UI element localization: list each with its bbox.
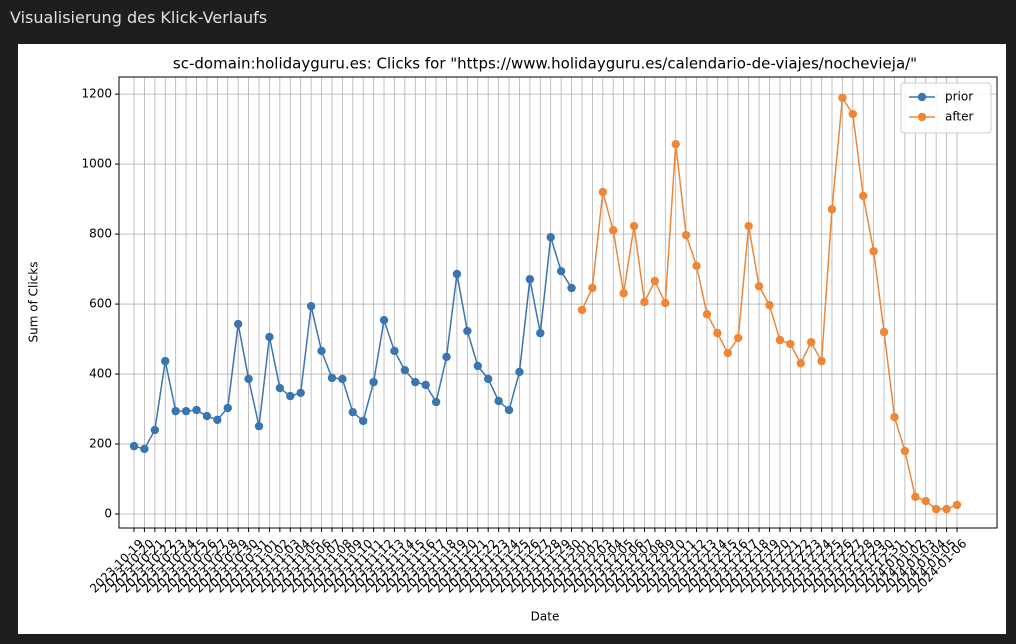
data-point bbox=[577, 305, 587, 315]
chart-title: sc-domain:holidayguru.es: Clicks for "ht… bbox=[173, 55, 917, 73]
data-point bbox=[921, 496, 930, 506]
data-point bbox=[348, 407, 357, 417]
data-point bbox=[202, 411, 212, 421]
data-point bbox=[515, 367, 524, 377]
data-point bbox=[546, 233, 555, 242]
y-tick-label: 200 bbox=[89, 437, 112, 451]
data-point bbox=[848, 109, 858, 119]
data-point bbox=[942, 504, 951, 514]
plot-frame bbox=[118, 76, 998, 529]
data-point bbox=[296, 388, 305, 398]
legend-label: after bbox=[945, 110, 973, 124]
data-point bbox=[734, 333, 743, 343]
data-point bbox=[765, 300, 774, 310]
data-point bbox=[338, 374, 347, 384]
data-point bbox=[609, 226, 618, 235]
data-point bbox=[931, 504, 941, 514]
data-point bbox=[431, 397, 441, 407]
data-point bbox=[233, 319, 243, 329]
data-point bbox=[525, 275, 535, 284]
data-point bbox=[702, 310, 712, 319]
data-point bbox=[317, 346, 326, 356]
data-point bbox=[171, 406, 180, 416]
y-tick-label: 800 bbox=[89, 227, 112, 241]
data-point bbox=[306, 301, 316, 311]
legend-label: prior bbox=[945, 90, 973, 104]
data-point bbox=[744, 221, 753, 231]
data-point bbox=[879, 327, 889, 337]
data-point bbox=[327, 373, 337, 383]
panel: sc-domain:holidayguru.es: Clicks for "ht… bbox=[18, 44, 1006, 634]
y-tick-label: 1000 bbox=[81, 157, 112, 171]
data-point bbox=[379, 315, 389, 325]
data-point bbox=[869, 247, 878, 256]
data-point bbox=[556, 266, 566, 276]
data-point bbox=[911, 492, 920, 502]
data-point bbox=[223, 403, 232, 413]
data-point bbox=[358, 416, 368, 426]
data-point bbox=[619, 289, 628, 298]
data-point bbox=[369, 377, 378, 387]
data-point bbox=[661, 298, 670, 308]
chart: sc-domain:holidayguru.es: Clicks for "ht… bbox=[27, 55, 998, 624]
data-point bbox=[567, 283, 576, 293]
data-point bbox=[692, 261, 701, 271]
data-point bbox=[411, 377, 420, 387]
legend-marker bbox=[917, 112, 927, 122]
data-point bbox=[244, 374, 253, 384]
data-point bbox=[254, 421, 264, 431]
data-point bbox=[452, 269, 462, 279]
data-point bbox=[775, 335, 785, 345]
data-point bbox=[640, 297, 649, 307]
data-point bbox=[629, 221, 639, 231]
data-point bbox=[806, 338, 816, 347]
window-title: Visualisierung des Klick-Verlaufs bbox=[10, 8, 268, 27]
data-point bbox=[900, 446, 910, 456]
data-point bbox=[421, 380, 430, 390]
data-point bbox=[650, 276, 660, 286]
data-point bbox=[400, 366, 410, 375]
y-axis-label: Sum of Clicks bbox=[27, 262, 41, 343]
data-point bbox=[181, 406, 191, 416]
data-point bbox=[265, 332, 274, 342]
data-point bbox=[161, 356, 170, 366]
data-point bbox=[494, 396, 503, 406]
data-point bbox=[827, 205, 837, 214]
data-point bbox=[536, 328, 545, 338]
data-point bbox=[588, 283, 597, 293]
data-point bbox=[671, 139, 680, 149]
data-point bbox=[754, 282, 764, 291]
data-point bbox=[473, 361, 482, 371]
data-point bbox=[890, 412, 899, 422]
data-point bbox=[952, 500, 962, 510]
data-point bbox=[463, 326, 472, 336]
legend-marker bbox=[917, 92, 927, 102]
data-point bbox=[390, 346, 399, 356]
data-point bbox=[140, 444, 149, 454]
y-tick-label: 0 bbox=[104, 507, 112, 521]
data-point bbox=[504, 405, 514, 415]
y-tick-label: 600 bbox=[89, 297, 112, 311]
data-point bbox=[442, 352, 451, 362]
data-point bbox=[713, 328, 722, 338]
data-point bbox=[817, 356, 826, 366]
data-point bbox=[286, 391, 295, 401]
data-point bbox=[150, 425, 160, 435]
data-point bbox=[859, 191, 868, 201]
data-point bbox=[484, 374, 493, 384]
data-point bbox=[275, 383, 285, 393]
data-point bbox=[796, 359, 805, 368]
data-point bbox=[598, 187, 607, 197]
data-point bbox=[192, 405, 201, 415]
data-point bbox=[723, 348, 733, 358]
y-tick-label: 1200 bbox=[81, 87, 112, 101]
data-point bbox=[681, 230, 691, 240]
x-axis-label: Date bbox=[531, 610, 560, 624]
data-point bbox=[838, 93, 847, 103]
data-point bbox=[786, 339, 795, 349]
data-point bbox=[213, 415, 222, 425]
y-tick-label: 400 bbox=[89, 367, 112, 381]
data-point bbox=[129, 441, 139, 451]
